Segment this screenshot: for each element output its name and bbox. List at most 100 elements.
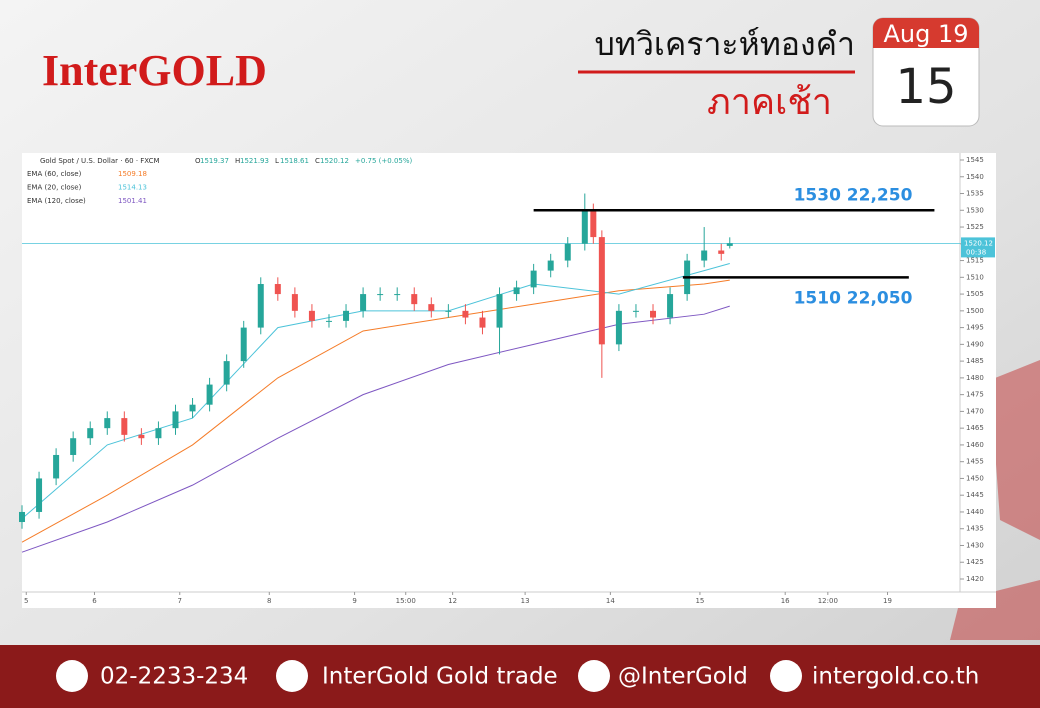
candle-body <box>291 294 298 311</box>
legend-label: EMA (20, close) <box>27 184 82 192</box>
facebook: InterGold Gold trade <box>322 664 558 690</box>
countdown: 00:38 <box>966 248 986 256</box>
level-label: 1510 22,050 <box>794 288 913 308</box>
website: intergold.co.th <box>812 664 979 690</box>
candle-body <box>428 304 435 311</box>
line-icon <box>578 660 610 692</box>
price-tag-label: 1520.12 <box>964 239 993 247</box>
candle-body <box>121 418 128 435</box>
x-tick-label: 8 <box>267 597 271 605</box>
phone-icon <box>56 660 88 692</box>
y-tick-label: 1450 <box>966 474 984 482</box>
y-tick-label: 1525 <box>966 223 984 231</box>
y-tick-label: 1430 <box>966 541 984 549</box>
ema-line <box>21 279 730 543</box>
x-tick-label: 5 <box>24 597 28 605</box>
y-tick-label: 1500 <box>966 307 984 315</box>
candle-body <box>36 478 43 512</box>
ohlc-value: 1520.12 <box>320 157 349 165</box>
ema-line <box>21 305 730 553</box>
candle-body <box>496 294 503 328</box>
chart-title: Gold Spot / U.S. Dollar · 60 · FXCM <box>40 157 160 165</box>
y-tick-label: 1455 <box>966 458 984 466</box>
candle-body <box>718 250 725 254</box>
y-tick-label: 1505 <box>966 290 984 298</box>
candle-body <box>257 284 264 328</box>
price-tag <box>961 237 995 258</box>
candle-body <box>581 210 588 244</box>
x-tick-label: 16 <box>781 597 790 605</box>
change: +0.75 (+0.05%) <box>355 157 413 165</box>
ohlc-label: L <box>275 157 279 165</box>
candle-body <box>632 310 639 312</box>
ema-line <box>21 262 730 520</box>
candle-body <box>70 438 77 455</box>
y-tick-label: 1510 <box>966 273 984 281</box>
candle-body <box>138 434 145 439</box>
candle-body <box>189 404 196 412</box>
y-tick-label: 1495 <box>966 324 984 332</box>
candle-body <box>360 294 367 311</box>
calendar-top <box>873 18 979 48</box>
candle-body <box>223 361 230 385</box>
x-tick-label: 14 <box>606 597 615 605</box>
candle-body <box>377 294 384 296</box>
facebook-icon <box>276 660 308 692</box>
candle-body <box>726 243 733 246</box>
title: บทวิเคราะห์ทองคำ <box>595 25 855 63</box>
y-tick-label: 1545 <box>966 156 984 164</box>
candle-body <box>598 237 605 345</box>
y-tick-label: 1425 <box>966 558 984 566</box>
logo: InterGOLD <box>42 46 267 95</box>
x-tick-label: 19 <box>883 597 892 605</box>
y-tick-label: 1480 <box>966 374 984 382</box>
decoration <box>950 360 1040 640</box>
legend-label: EMA (60, close) <box>27 170 82 178</box>
y-tick-label: 1460 <box>966 441 984 449</box>
y-tick-label: 1515 <box>966 257 984 265</box>
candle-body <box>547 260 554 271</box>
y-tick-label: 1435 <box>966 525 984 533</box>
subtitle: ภาคเช้า <box>707 82 832 123</box>
ohlc-value: 1519.37 <box>200 157 229 165</box>
x-tick-label: 15:00 <box>396 597 416 605</box>
y-tick-label: 1540 <box>966 173 984 181</box>
ohlc-label: O <box>195 157 201 165</box>
candle-body <box>343 310 350 321</box>
phone: 02-2233-234 <box>100 664 248 690</box>
candle-body <box>19 511 25 523</box>
candle-body <box>155 428 162 439</box>
x-tick-label: 9 <box>352 597 356 605</box>
candle-body <box>445 310 452 312</box>
x-tick-label: 7 <box>178 597 182 605</box>
candle-body <box>590 210 597 238</box>
candle-body <box>513 287 520 295</box>
y-tick-label: 1420 <box>966 575 984 583</box>
ohlc-value: 1518.61 <box>280 157 309 165</box>
y-tick-label: 1445 <box>966 491 984 499</box>
candle-body <box>172 411 179 429</box>
candle-body <box>479 317 486 328</box>
x-tick-label: 12:00 <box>818 597 838 605</box>
ohlc-value: 1521.93 <box>240 157 269 165</box>
candle-body <box>394 294 401 296</box>
candle-body <box>650 310 657 318</box>
candle-body <box>325 320 332 322</box>
date-month: Aug 19 <box>883 20 968 48</box>
candle-body <box>462 310 469 318</box>
y-tick-label: 1440 <box>966 508 984 516</box>
candle-body <box>87 428 94 439</box>
candle-body <box>274 284 281 295</box>
candle-body <box>615 310 622 345</box>
x-tick-label: 12 <box>448 597 457 605</box>
level-label: 1530 22,250 <box>794 185 913 205</box>
candle-body <box>206 384 213 405</box>
candle-body <box>701 250 708 261</box>
legend-value: 1509.18 <box>118 170 147 178</box>
x-tick-label: 6 <box>92 597 97 605</box>
x-tick-label: 13 <box>521 597 530 605</box>
candle-body <box>53 454 60 479</box>
candle-body <box>530 270 537 288</box>
y-tick-label: 1530 <box>966 206 984 214</box>
candle-body <box>240 327 247 362</box>
